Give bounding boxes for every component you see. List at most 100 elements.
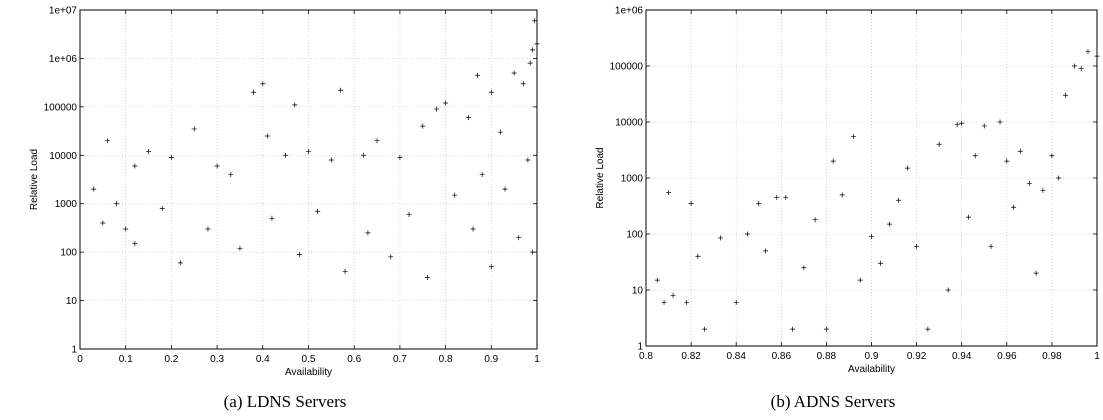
data-point: [214, 163, 220, 169]
data-point: [337, 87, 343, 93]
data-point: [488, 89, 494, 95]
data-point: [905, 165, 911, 171]
data-point: [1017, 148, 1023, 154]
data-point: [534, 41, 540, 47]
data-point: [1004, 158, 1010, 164]
chart-panel-b: 0.8 0.82 0.84 0.86 0.88 0.9 0.92 0.94 0.96 0.98 1 1…: [560, 0, 1103, 390]
data-point: [479, 172, 485, 178]
data-point: [452, 192, 458, 198]
data-point: [520, 81, 526, 87]
data-point: [443, 100, 449, 106]
y-tick-label: 1: [637, 342, 643, 353]
data-point: [830, 158, 836, 164]
data-point: [100, 220, 106, 226]
y-tick-label: 100000: [610, 62, 644, 73]
data-point: [360, 152, 366, 158]
data-point: [488, 264, 494, 270]
data-point: [406, 211, 412, 217]
data-point: [365, 230, 371, 236]
data-point: [783, 194, 789, 200]
data-point: [857, 277, 863, 283]
data-point: [702, 326, 708, 332]
y-tick-label: 1e+06: [49, 54, 78, 65]
data-point: [790, 326, 796, 332]
y-tick-label: 100000: [44, 102, 78, 113]
data-point: [1033, 270, 1039, 276]
data-point: [283, 152, 289, 158]
data-point: [1062, 92, 1068, 98]
data-point: [801, 265, 807, 271]
data-point: [688, 201, 694, 207]
data-point: [1049, 153, 1055, 159]
data-point: [502, 186, 508, 192]
data-point: [420, 123, 426, 129]
y-tick-label: 10: [632, 286, 644, 297]
y-tick-label: 1e+07: [49, 6, 78, 17]
y-tick-label: 10: [66, 296, 78, 307]
x-tick-label: 0.94: [952, 351, 972, 362]
data-point: [374, 138, 380, 144]
data-point: [260, 81, 266, 87]
x-tick-label: 0.3: [210, 354, 224, 365]
data-point: [887, 221, 893, 227]
data-point: [670, 292, 676, 298]
data-point: [529, 47, 535, 53]
data-point: [296, 251, 302, 257]
data-point: [104, 138, 110, 144]
y-tick-label: 100: [626, 230, 643, 241]
data-point: [823, 326, 829, 332]
caption-b: (b) ADNS Servers: [770, 392, 896, 411]
data-point: [527, 60, 533, 66]
data-point: [925, 326, 931, 332]
x-tick-label: 0.5: [302, 354, 316, 365]
data-point: [205, 226, 211, 232]
data-point: [869, 234, 874, 240]
x-tick-label: 0.6: [347, 354, 361, 365]
data-point: [812, 217, 818, 223]
ldns-scatter-chart: 0 0.1 0.2 0.3 0.4 0.5 0.6 0.7 0.8 0.9 1 1 10 100 1000 1…: [29, 6, 540, 379]
data-point: [763, 248, 769, 254]
data-point: [1071, 63, 1077, 69]
x-tick-label: 0.8: [639, 351, 653, 362]
data-points: [91, 18, 540, 280]
data-point: [954, 122, 960, 128]
data-point: [914, 243, 920, 249]
data-point: [684, 299, 690, 305]
data-point: [159, 205, 165, 211]
x-tick-label: 0: [77, 354, 83, 365]
data-point: [1026, 180, 1032, 186]
x-tick-label: 0.7: [393, 354, 407, 365]
data-point: [132, 241, 138, 247]
y-tick-label: 1000: [55, 199, 78, 210]
data-point: [497, 129, 503, 135]
data-point: [839, 192, 845, 198]
data-point: [850, 134, 856, 140]
data-point: [397, 155, 403, 161]
data-point: [666, 190, 672, 196]
data-point: [315, 208, 321, 214]
data-point: [529, 249, 535, 255]
data-point: [251, 89, 257, 95]
data-point: [981, 123, 987, 129]
data-point: [1078, 66, 1084, 72]
data-point: [525, 157, 531, 163]
data-point: [342, 268, 348, 274]
data-point: [269, 215, 275, 221]
data-point: [470, 226, 476, 232]
data-point: [965, 214, 971, 220]
data-point: [733, 299, 739, 305]
data-point: [228, 172, 234, 178]
data-point: [744, 231, 750, 237]
y-tick-label: 1000: [621, 174, 644, 185]
x-axis-label: Availability: [848, 364, 895, 375]
data-point: [1085, 49, 1091, 55]
data-point: [433, 106, 439, 112]
caption-a: (a) LDNS Servers: [223, 392, 347, 411]
data-point: [146, 148, 152, 154]
data-point: [114, 201, 120, 207]
x-tick-label: 0.84: [726, 351, 746, 362]
x-tick-label: 0.98: [1042, 351, 1062, 362]
data-point: [516, 235, 522, 241]
x-tick-label: 0.8: [439, 354, 453, 365]
data-point: [237, 245, 243, 251]
